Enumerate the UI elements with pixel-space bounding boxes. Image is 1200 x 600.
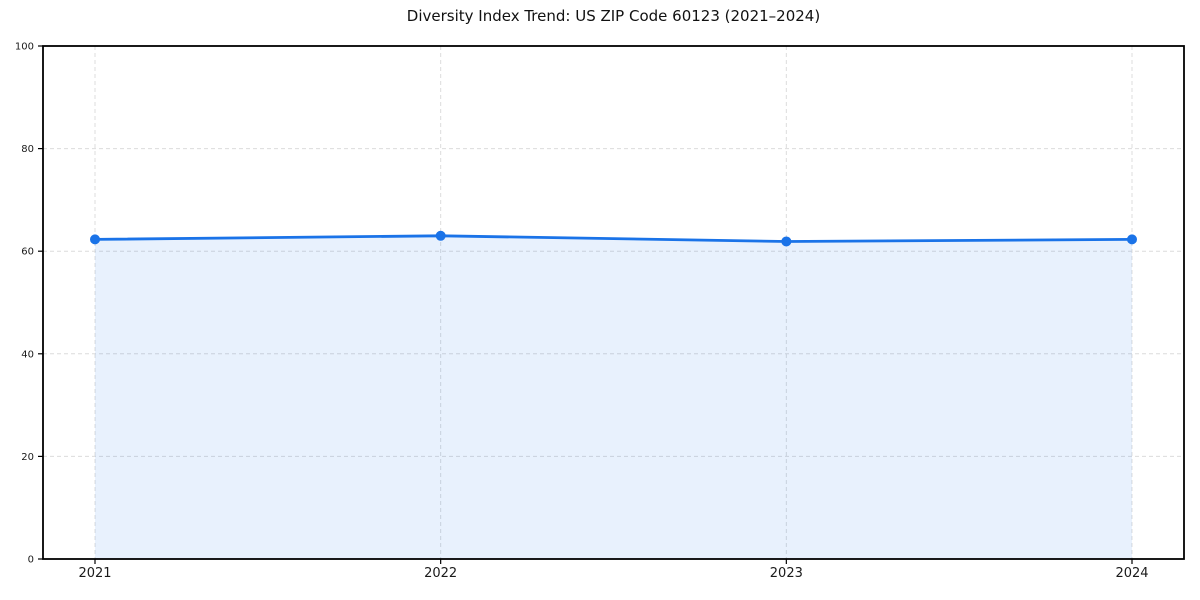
y-tick-label: 100	[15, 42, 34, 53]
trend-line	[93, 234, 1134, 243]
axes-frame	[42, 45, 1185, 560]
chart-title: Diversity Index Trend: US ZIP Code 60123…	[406, 7, 821, 25]
x-tick-label: 2021	[78, 566, 111, 581]
data-point-2022	[435, 230, 446, 241]
area-fill	[95, 235, 1132, 560]
y-tick-label: 40	[21, 349, 34, 360]
y-tick-label: 80	[21, 144, 34, 155]
data-point-2021	[90, 234, 100, 245]
data-point-2024	[1127, 234, 1137, 245]
x-tick-label: 2024	[1115, 566, 1148, 581]
x-tick-label: 2023	[770, 566, 803, 581]
y-tick-label: 0	[28, 555, 34, 566]
x-tick-label: 2022	[424, 566, 457, 581]
y-tick-label: 20	[21, 452, 34, 463]
data-point-2023	[781, 236, 792, 247]
y-tick-label: 60	[21, 247, 34, 258]
